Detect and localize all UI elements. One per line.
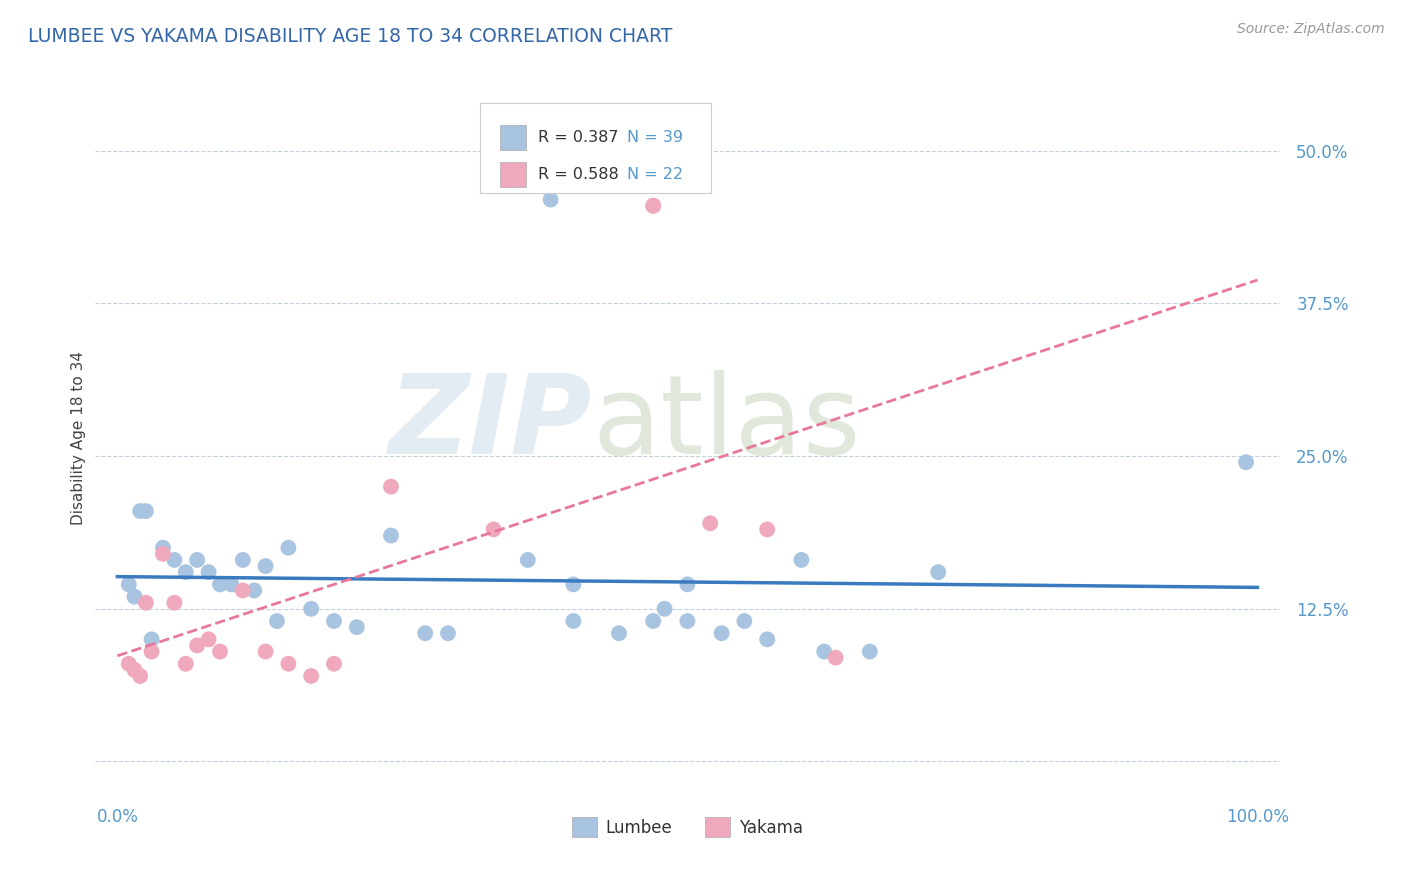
- Text: LUMBEE VS YAKAMA DISABILITY AGE 18 TO 34 CORRELATION CHART: LUMBEE VS YAKAMA DISABILITY AGE 18 TO 34…: [28, 27, 672, 45]
- Point: [174, 565, 197, 579]
- Point: [323, 614, 346, 628]
- Text: Source: ZipAtlas.com: Source: ZipAtlas.com: [1237, 22, 1385, 37]
- Point: [232, 553, 254, 567]
- Point: [562, 577, 585, 591]
- Point: [299, 602, 322, 616]
- FancyBboxPatch shape: [501, 161, 526, 186]
- Point: [299, 669, 322, 683]
- FancyBboxPatch shape: [479, 103, 711, 193]
- Text: N = 22: N = 22: [627, 167, 683, 182]
- Point: [232, 583, 254, 598]
- Point: [135, 504, 157, 518]
- Point: [437, 626, 460, 640]
- Point: [243, 583, 266, 598]
- Point: [141, 632, 163, 647]
- Point: [676, 614, 699, 628]
- Text: atlas: atlas: [592, 370, 860, 477]
- Point: [859, 644, 882, 658]
- Text: ZIP: ZIP: [389, 370, 592, 477]
- Point: [516, 553, 538, 567]
- Point: [540, 193, 562, 207]
- Point: [254, 559, 277, 574]
- Point: [135, 596, 157, 610]
- Point: [733, 614, 755, 628]
- Point: [380, 528, 402, 542]
- Y-axis label: Disability Age 18 to 34: Disability Age 18 to 34: [72, 351, 86, 524]
- Point: [174, 657, 197, 671]
- Point: [186, 639, 208, 653]
- Point: [197, 565, 219, 579]
- Point: [186, 553, 208, 567]
- Point: [152, 541, 174, 555]
- Point: [643, 199, 665, 213]
- Text: R = 0.387: R = 0.387: [538, 130, 619, 145]
- Point: [129, 669, 152, 683]
- Text: R = 0.588: R = 0.588: [538, 167, 619, 182]
- Legend: Lumbee, Yakama: Lumbee, Yakama: [565, 810, 810, 844]
- Point: [699, 516, 721, 531]
- Point: [562, 614, 585, 628]
- Point: [790, 553, 813, 567]
- Point: [927, 565, 949, 579]
- Point: [197, 632, 219, 647]
- Point: [607, 626, 630, 640]
- FancyBboxPatch shape: [501, 125, 526, 151]
- Point: [643, 199, 665, 213]
- Point: [266, 614, 288, 628]
- Point: [482, 523, 505, 537]
- Point: [380, 480, 402, 494]
- Point: [141, 644, 163, 658]
- Point: [208, 577, 231, 591]
- Point: [118, 657, 141, 671]
- Point: [163, 596, 186, 610]
- Point: [221, 577, 243, 591]
- Point: [756, 632, 779, 647]
- Point: [676, 577, 699, 591]
- Point: [710, 626, 733, 640]
- Point: [277, 657, 299, 671]
- Point: [1234, 455, 1257, 469]
- Point: [254, 644, 277, 658]
- Point: [118, 577, 141, 591]
- Point: [277, 541, 299, 555]
- Point: [152, 547, 174, 561]
- Text: N = 39: N = 39: [627, 130, 683, 145]
- Point: [163, 553, 186, 567]
- Point: [129, 504, 152, 518]
- Point: [124, 663, 146, 677]
- Point: [813, 644, 835, 658]
- Point: [824, 650, 846, 665]
- Point: [643, 614, 665, 628]
- Point: [654, 602, 676, 616]
- Point: [124, 590, 146, 604]
- Point: [323, 657, 346, 671]
- Point: [756, 523, 779, 537]
- Point: [413, 626, 436, 640]
- Point: [208, 644, 231, 658]
- Point: [346, 620, 368, 634]
